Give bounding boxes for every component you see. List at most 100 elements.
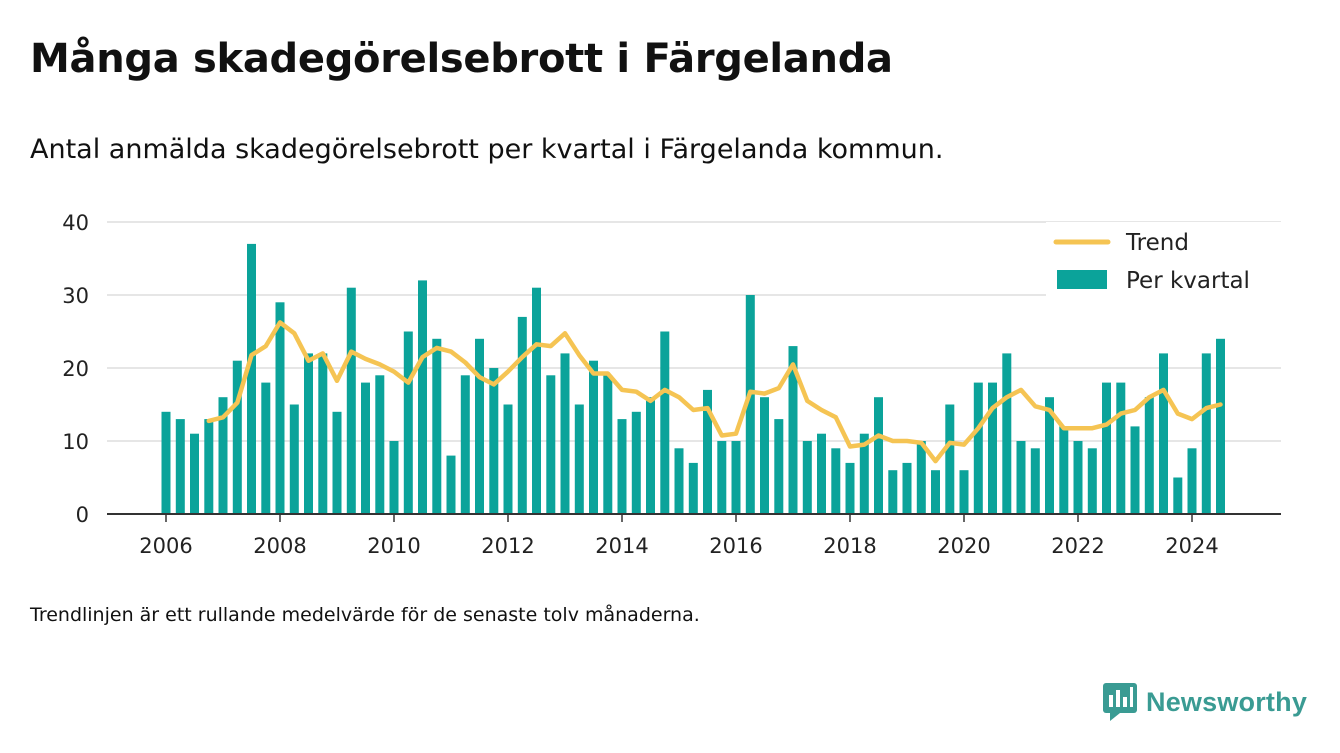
brand-name: Newsworthy [1146, 686, 1308, 717]
brand-logo: Newsworthy [1102, 682, 1307, 722]
bar [361, 382, 370, 514]
axes: 0 10 20 30 40 2006 2008 2010 2012 2014 2016 2018 202… [62, 211, 1281, 558]
bar [446, 455, 456, 514]
bar [845, 462, 855, 514]
bar [1187, 448, 1197, 514]
bar [375, 375, 385, 514]
x-tick-label: 2022 [1051, 534, 1104, 558]
bar [389, 441, 399, 514]
bar [745, 295, 755, 514]
bar [460, 375, 470, 514]
bar [646, 397, 655, 514]
trend-line [206, 320, 1223, 464]
bar [1130, 426, 1140, 514]
x-tick-label: 2006 [139, 534, 192, 558]
bar [1173, 477, 1183, 514]
bar [931, 470, 940, 514]
bar [318, 353, 328, 514]
bar [204, 419, 214, 514]
bar [418, 280, 427, 514]
bar [888, 470, 898, 514]
footnote: Trendlinjen är ett rullande medelvärde f… [30, 604, 700, 626]
bar [731, 441, 741, 514]
bar [247, 243, 256, 514]
bar [774, 419, 784, 514]
bar [332, 411, 342, 514]
bar [817, 433, 826, 514]
bar [403, 331, 413, 514]
bar [831, 448, 841, 514]
bar [218, 397, 228, 514]
bar [574, 404, 584, 514]
bar [1116, 382, 1126, 514]
chart-subtitle: Antal anmälda skadegörelsebrott per kvar… [30, 134, 944, 165]
bar-series [161, 243, 1225, 514]
bar [916, 441, 926, 514]
bar [988, 382, 997, 514]
bar [1201, 353, 1211, 514]
bar [1045, 397, 1054, 514]
bar [631, 411, 641, 514]
bar [1073, 441, 1083, 514]
bar [703, 389, 712, 514]
bar [617, 419, 627, 514]
bar [1016, 441, 1026, 514]
legend-bar-label: Per kvartal [1126, 268, 1250, 294]
bar [346, 287, 356, 514]
bar [859, 433, 869, 514]
y-tick-label: 30 [62, 284, 89, 308]
bar [532, 287, 541, 514]
x-tick-label: 2014 [595, 534, 648, 558]
bar [275, 302, 285, 514]
bar [1087, 448, 1097, 514]
bar [1059, 426, 1069, 514]
bar [1144, 397, 1154, 514]
bar [432, 338, 442, 514]
bar [546, 375, 556, 514]
chart: 0 10 20 30 40 2006 2008 2010 2012 2014 2016 2018 202… [62, 211, 1281, 558]
bar [973, 382, 983, 514]
bar [1002, 353, 1012, 514]
bar [788, 346, 798, 514]
bar [1159, 353, 1168, 514]
x-tick-label: 2016 [709, 534, 762, 558]
bar [261, 382, 271, 514]
bar [1216, 338, 1225, 514]
bar [874, 397, 883, 514]
x-tick-label: 2008 [253, 534, 306, 558]
bar [161, 411, 171, 514]
x-tick-label: 2020 [937, 534, 990, 558]
bar [945, 404, 955, 514]
bar [503, 404, 513, 514]
bar [959, 470, 969, 514]
bar [688, 462, 698, 514]
legend-trend-label: Trend [1125, 230, 1189, 256]
bar [1030, 448, 1040, 514]
y-tick-label: 0 [76, 503, 89, 527]
trend-series [206, 320, 1223, 464]
bar [902, 462, 912, 514]
y-tick-label: 20 [62, 357, 89, 381]
chart-title: Många skadegörelsebrott i Färgelanda [30, 36, 893, 82]
bar [802, 441, 812, 514]
bar [489, 368, 499, 514]
y-tick-label: 10 [62, 430, 89, 454]
x-tick-label: 2010 [367, 534, 420, 558]
x-tick-label: 2018 [823, 534, 876, 558]
bar [717, 441, 727, 514]
newsworthy-icon [1103, 683, 1137, 721]
x-tick-label: 2012 [481, 534, 534, 558]
bar [175, 419, 185, 514]
bar [190, 433, 199, 514]
bar [289, 404, 299, 514]
bar [304, 353, 313, 514]
bar [660, 331, 670, 514]
bar [589, 360, 598, 514]
bar [560, 353, 570, 514]
bar [517, 316, 527, 514]
bar [475, 338, 484, 514]
x-tick-label: 2024 [1165, 534, 1218, 558]
bar [674, 448, 684, 514]
legend-bar-swatch [1057, 270, 1107, 289]
legend: Trend Per kvartal [1046, 222, 1281, 298]
